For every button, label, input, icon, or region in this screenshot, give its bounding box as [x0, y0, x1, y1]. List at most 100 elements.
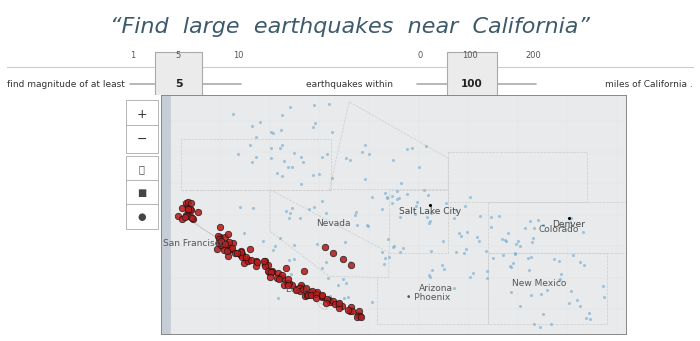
Point	[340, 156, 351, 161]
Point	[186, 214, 197, 220]
Text: Salt Lake City: Salt Lake City	[399, 207, 461, 216]
Point	[254, 262, 265, 267]
Point	[176, 217, 188, 222]
Point	[298, 286, 309, 292]
Point	[440, 201, 452, 206]
Text: 5: 5	[175, 79, 182, 89]
Point	[342, 294, 354, 299]
Point	[214, 236, 225, 242]
Point	[344, 308, 356, 313]
Point	[286, 283, 297, 288]
Point	[487, 255, 498, 261]
Point	[510, 250, 521, 255]
Point	[316, 266, 327, 271]
Point	[246, 159, 258, 164]
FancyBboxPatch shape	[126, 125, 158, 153]
Text: 0: 0	[417, 51, 423, 60]
Point	[276, 174, 288, 179]
Point	[465, 274, 476, 280]
Point	[328, 250, 339, 255]
Point	[265, 269, 276, 274]
Point	[366, 299, 377, 305]
Point	[395, 249, 406, 255]
Point	[345, 304, 356, 309]
Point	[541, 288, 552, 293]
Point	[359, 177, 370, 182]
Point	[321, 260, 332, 265]
Point	[526, 254, 537, 260]
Point	[568, 252, 579, 258]
Point	[526, 239, 538, 244]
Point	[564, 220, 575, 225]
Point	[450, 208, 461, 213]
Point	[235, 250, 246, 255]
Point	[270, 243, 281, 249]
Text: 100: 100	[463, 51, 478, 60]
Point	[265, 146, 276, 151]
Point	[401, 146, 412, 152]
Point	[401, 192, 412, 197]
Point	[545, 322, 557, 327]
Point	[538, 222, 549, 227]
Point	[237, 251, 248, 257]
Point	[227, 245, 238, 251]
Point	[528, 225, 539, 231]
Point	[272, 170, 283, 175]
Point	[284, 210, 295, 216]
Point	[554, 277, 566, 282]
Point	[574, 303, 585, 309]
Point	[282, 282, 293, 287]
Point	[279, 283, 290, 288]
Point	[324, 294, 335, 299]
Point	[424, 272, 435, 278]
Text: Denver: Denver	[552, 220, 586, 229]
Point	[339, 296, 350, 301]
Point	[458, 250, 470, 255]
Point	[305, 293, 316, 298]
Point	[312, 241, 323, 246]
Point	[216, 238, 227, 244]
Point	[534, 324, 545, 329]
Point	[388, 244, 399, 250]
Point	[227, 240, 238, 246]
Point	[293, 285, 304, 291]
Point	[295, 284, 307, 289]
Point	[572, 297, 583, 302]
Point	[337, 256, 349, 262]
Point	[329, 301, 340, 307]
Point	[181, 204, 193, 209]
Point	[250, 134, 261, 140]
Point	[386, 200, 398, 205]
Point	[424, 274, 435, 280]
Point	[314, 172, 325, 177]
Point	[320, 245, 331, 250]
Point	[387, 157, 398, 163]
Point	[316, 292, 328, 298]
Point	[276, 272, 288, 278]
Point	[464, 195, 475, 200]
Point	[344, 259, 356, 265]
Point	[418, 188, 429, 193]
Point	[233, 151, 244, 157]
Point	[181, 200, 192, 205]
Point	[288, 150, 299, 156]
Point	[501, 238, 512, 244]
Point	[265, 155, 276, 161]
Point	[323, 101, 334, 107]
Point	[285, 105, 296, 110]
Text: New Mexico: New Mexico	[512, 279, 566, 288]
Point	[382, 195, 393, 201]
Point	[220, 234, 231, 239]
Point	[260, 261, 271, 267]
Text: “Find  large  earthquakes  near  California”: “Find large earthquakes near California”	[110, 17, 590, 37]
Point	[309, 120, 321, 126]
Point	[455, 233, 466, 239]
Text: Arizona: Arizona	[419, 284, 454, 294]
Text: −: −	[136, 133, 147, 146]
Point	[553, 258, 564, 264]
Point	[549, 256, 560, 262]
Point	[264, 269, 275, 275]
Point	[377, 206, 388, 212]
Point	[355, 314, 366, 320]
Point	[316, 295, 328, 300]
